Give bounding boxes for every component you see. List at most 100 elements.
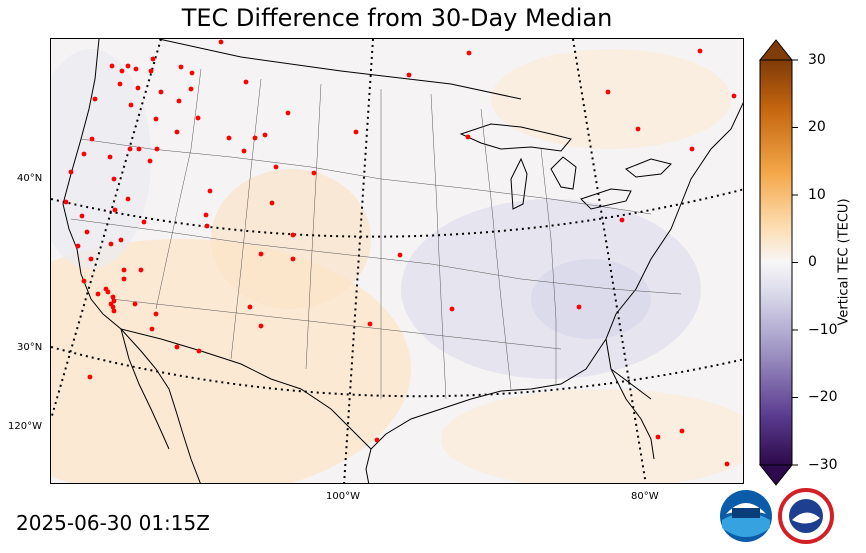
station-marker [449,306,455,312]
station-marker [655,434,661,440]
station-marker [154,146,160,152]
station-marker [188,86,194,92]
station-marker [635,126,641,132]
graticule [51,39,743,483]
station-marker [81,151,87,157]
station-marker [108,241,114,247]
station-marker [203,212,209,218]
station-marker [92,96,98,102]
station-marker [110,294,116,300]
station-marker [109,63,115,69]
station-marker [68,169,74,175]
lat-label-40n: 40°N [17,173,43,184]
station-marker [204,223,210,229]
station-marker [153,311,159,317]
station-marker [689,146,695,152]
lon-label-120w: 120°W [8,421,42,432]
station-marker [174,344,180,350]
lat-label-30n: 30°N [17,342,43,353]
map-title: TEC Difference from 30-Day Median [181,4,613,32]
colorbar-label: Vertical TEC (TECU) [836,198,852,326]
station-marker [125,196,131,202]
station-marker [110,304,116,310]
station-marker [147,158,153,164]
station-marker [731,93,737,99]
station-marker [127,146,133,152]
station-marker [107,154,113,160]
station-marker [81,278,87,284]
station-marker [226,135,232,141]
station-marker [176,98,182,104]
station-marker [374,437,380,443]
station-marker [207,188,213,194]
lon-label-80w: 80°W [631,491,659,502]
station-marker [290,232,296,238]
station-marker [241,148,247,154]
positive-anomaly-northeast [491,49,731,149]
station-marker [111,308,117,314]
station-marker [243,79,249,85]
station-marker [605,89,611,95]
positive-anomaly-rockies [211,169,371,309]
station-marker [112,207,118,213]
colorbar-tick-neg30: −30 [808,457,838,473]
station-marker [619,217,625,223]
station-marker [174,129,180,135]
colorbar-tick-20: 20 [808,119,826,135]
station-marker [269,200,275,206]
station-marker [87,374,93,380]
station-marker [95,291,101,297]
station-marker [84,229,90,235]
station-marker [150,56,156,62]
station-marker [258,251,264,257]
station-marker [189,70,195,76]
station-markers [63,39,737,467]
station-marker [128,102,134,108]
colorbar-ticks [792,59,798,466]
colorbar-extend-low [758,464,794,486]
station-marker [247,304,253,310]
station-marker [576,304,582,310]
station-marker [149,326,155,332]
nws-logo [778,488,834,544]
colorbar-tick-30: 30 [808,52,826,68]
agency-logos [720,488,834,544]
station-marker [132,301,138,307]
station-marker [63,199,69,205]
station-marker [311,170,317,176]
station-marker [125,63,131,69]
station-marker [88,256,94,262]
station-marker [136,146,142,152]
station-marker [141,219,147,225]
station-marker [724,461,730,467]
colorbar-tick-neg10: −10 [808,322,838,338]
station-marker [118,237,124,243]
station-marker [117,81,123,87]
state-borders [70,68,682,400]
colorbar-tick-0: 0 [808,254,817,270]
station-marker [138,267,144,273]
station-marker [353,129,359,135]
station-marker [466,50,472,56]
station-marker [465,134,471,140]
station-marker [148,68,154,74]
station-marker [111,298,117,304]
station-marker [285,110,291,116]
station-marker [252,135,258,141]
station-marker [679,428,685,434]
station-marker [218,39,224,45]
timestamp: 2025-06-30 01:15Z [16,511,210,535]
colorbar [758,39,798,486]
station-marker [262,132,268,138]
tec-map [51,39,743,483]
station-marker [196,348,202,354]
station-marker [158,89,164,95]
station-marker [89,136,95,142]
station-marker [79,213,85,219]
station-marker [121,267,127,273]
colorbar-extend-high [758,39,794,61]
station-marker [111,176,117,182]
station-marker [75,243,81,249]
lon-label-100w: 100°W [326,491,360,502]
station-marker [273,164,279,170]
